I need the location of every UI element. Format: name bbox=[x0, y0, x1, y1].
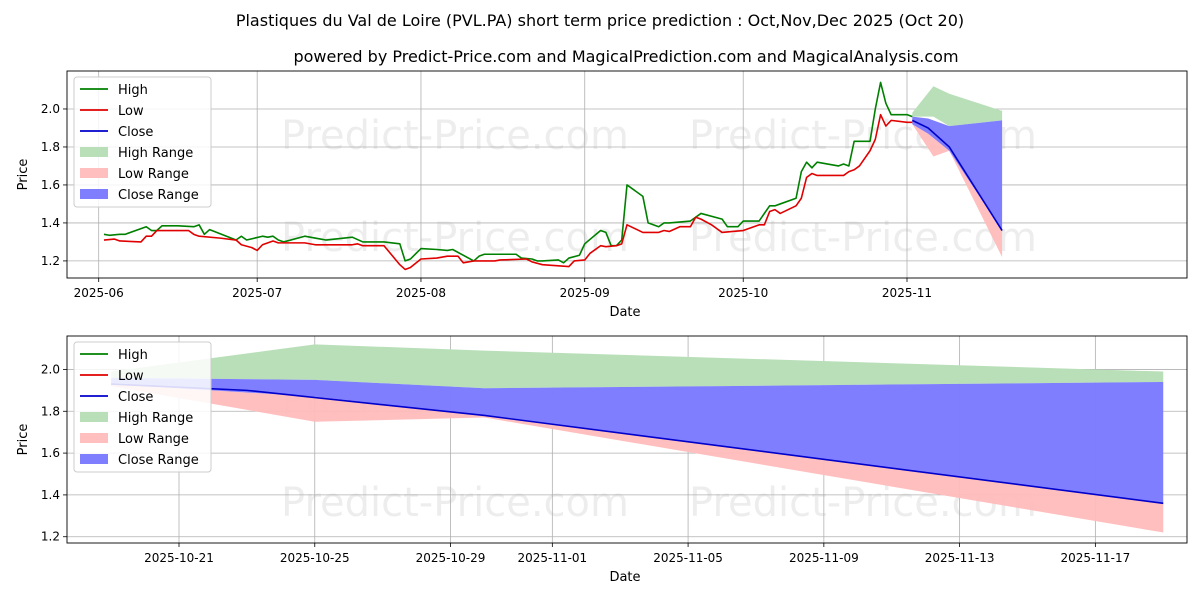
y-tick-label: 1.8 bbox=[41, 404, 60, 418]
x-tick-label: 2025-11 bbox=[882, 286, 932, 300]
x-tick-label: 2025-10-25 bbox=[280, 551, 350, 565]
legend-label-high-range: High Range bbox=[118, 411, 193, 426]
legend-label-high-range: High Range bbox=[118, 146, 193, 161]
legend-label-close-range: Close Range bbox=[118, 453, 199, 468]
high-range-area bbox=[912, 86, 1003, 127]
low-series-line bbox=[103, 113, 913, 271]
close-range-area bbox=[912, 116, 1003, 231]
legend-box bbox=[73, 76, 212, 208]
legend-swatch-high-range bbox=[80, 412, 108, 422]
y-tick-label: 1.6 bbox=[41, 446, 60, 460]
chart-subtitle: powered by Predict-Price.com and Magical… bbox=[293, 47, 958, 66]
watermark-text: Predict-Price.com bbox=[281, 215, 629, 261]
legend-swatch-close-range bbox=[80, 454, 108, 464]
legend-label-close: Close bbox=[118, 390, 153, 405]
y-tick-label: 1.4 bbox=[41, 488, 60, 502]
legend-label-low-range: Low Range bbox=[118, 432, 189, 447]
y-tick-label: 1.6 bbox=[41, 178, 60, 192]
high-series-line bbox=[103, 81, 913, 264]
high-range-area bbox=[111, 344, 1164, 389]
legend-swatch-close-range bbox=[80, 189, 108, 199]
x-tick-label: 2025-07 bbox=[232, 286, 282, 300]
legend-label-high: High bbox=[118, 83, 148, 98]
y-tick-label: 2.0 bbox=[41, 102, 60, 116]
y-tick-label: 1.2 bbox=[41, 530, 60, 544]
legend: High Low Close High Range Low Range Close Ran… bbox=[73, 341, 212, 473]
y-tick-label: 1.8 bbox=[41, 140, 60, 154]
legend: High Low Close High Range Low Range Close Ran… bbox=[73, 76, 212, 208]
y-axis-label: Price bbox=[16, 424, 31, 456]
x-tick-label: 2025-09 bbox=[560, 286, 610, 300]
low-range-area bbox=[912, 122, 1003, 258]
x-tick-label: 2025-11-09 bbox=[789, 551, 859, 565]
legend-label-low: Low bbox=[118, 369, 144, 384]
legend-swatch-high-range bbox=[80, 147, 108, 157]
y-tick-label: 2.0 bbox=[41, 362, 60, 376]
x-tick-label: 2025-10-29 bbox=[416, 551, 486, 565]
x-tick-label: 2025-11-01 bbox=[517, 551, 587, 565]
legend-swatch-low-range bbox=[80, 168, 108, 178]
close-range-area bbox=[111, 377, 1164, 504]
x-tick-label: 2025-08 bbox=[396, 286, 446, 300]
legend-label-low-range: Low Range bbox=[118, 167, 189, 182]
chart-title: Plastiques du Val de Loire (PVL.PA) shor… bbox=[236, 11, 964, 30]
plot-frame bbox=[66, 335, 1188, 544]
watermark-text: Predict-Price.com bbox=[281, 113, 629, 159]
legend-label-high: High bbox=[118, 348, 148, 363]
close-series-line bbox=[911, 119, 1003, 231]
y-axis-label: Price bbox=[16, 159, 31, 191]
y-tick-label: 1.4 bbox=[41, 216, 60, 230]
x-tick-label: 2025-10 bbox=[718, 286, 768, 300]
legend-label-close-range: Close Range bbox=[118, 188, 199, 203]
x-tick-label: 2025-06 bbox=[74, 286, 124, 300]
low-range-area bbox=[111, 384, 1164, 533]
legend-label-low: Low bbox=[118, 104, 144, 119]
top-price-panel: Predict-Price.com Predict-Price.comPredic… bbox=[16, 70, 1188, 320]
x-tick-label: 2025-10-21 bbox=[144, 551, 214, 565]
x-tick-label: 2025-11-13 bbox=[925, 551, 995, 565]
plot-frame bbox=[66, 70, 1188, 279]
x-axis-label: Date bbox=[609, 570, 640, 585]
x-axis-label: Date bbox=[609, 305, 640, 320]
legend-label-close: Close bbox=[118, 125, 153, 140]
y-tick-label: 1.2 bbox=[41, 254, 60, 268]
x-tick-label: 2025-11-05 bbox=[653, 551, 723, 565]
x-tick-label: 2025-11-17 bbox=[1060, 551, 1130, 565]
legend-box bbox=[73, 341, 212, 473]
watermark-text: Predict-Price.com bbox=[281, 480, 629, 526]
legend-swatch-low-range bbox=[80, 433, 108, 443]
bottom-forecast-panel: Predict-Price.comPredict-Price.comPredic… bbox=[16, 335, 1188, 585]
